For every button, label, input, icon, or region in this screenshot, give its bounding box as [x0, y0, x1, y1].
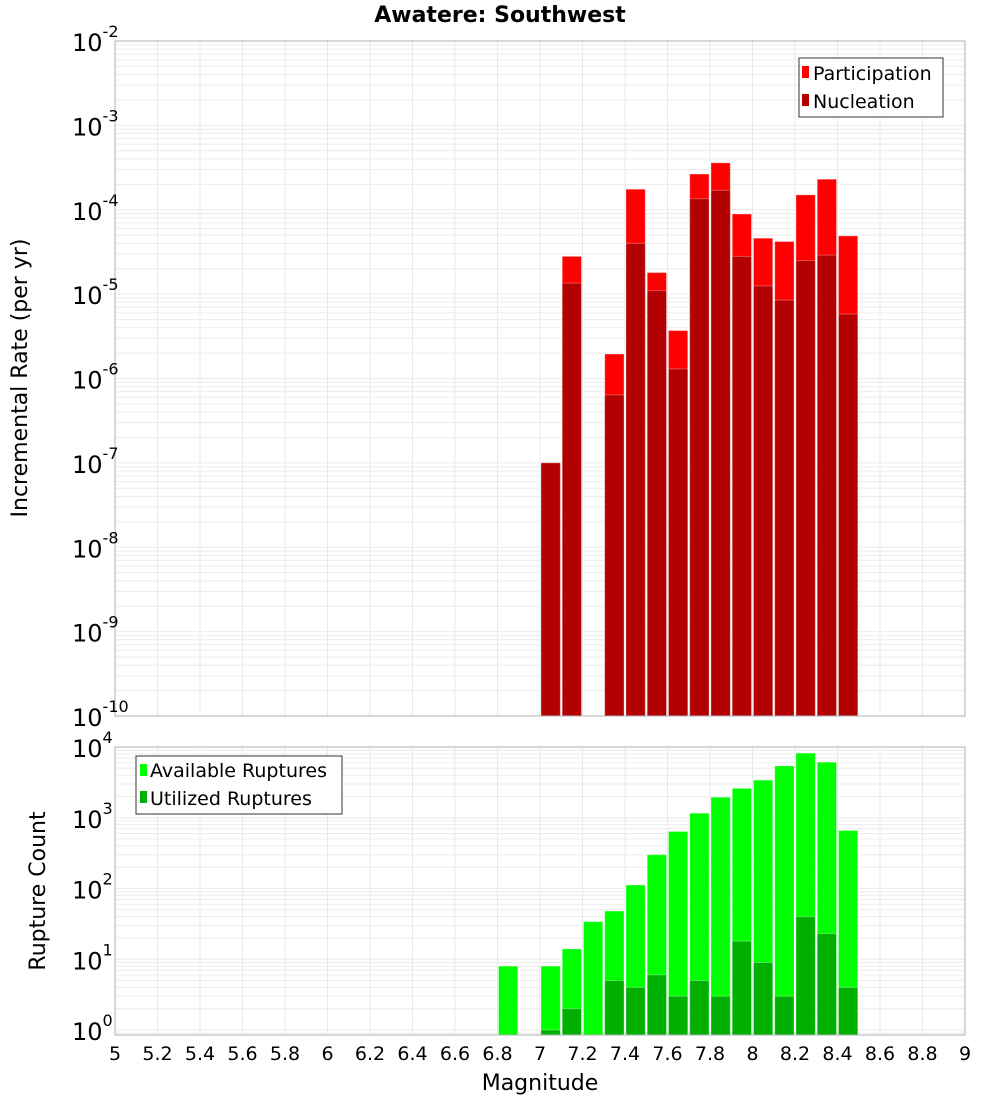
x-tick-label: 5.2 [142, 1043, 172, 1065]
bottom-bar-utilized-ruptures [753, 961, 774, 1036]
legend-label-participation: Participation [813, 63, 932, 85]
top-bar-nucleation [540, 462, 561, 717]
bottom-bar-utilized-ruptures [795, 916, 816, 1036]
top-bar-nucleation [689, 198, 710, 717]
top-bar-nucleation [625, 242, 646, 717]
top-bar-nucleation [561, 282, 582, 717]
bottom-bar-utilized-ruptures [604, 980, 625, 1036]
top-y-tick-label: 10-9 [72, 613, 119, 648]
bottom-bar-utilized-ruptures [710, 995, 731, 1036]
bottom-bar-utilized-ruptures [646, 974, 667, 1036]
legend-swatch-participation [802, 66, 809, 78]
legend-label-utilized: Utilized Ruptures [150, 788, 312, 810]
top-y-tick-label: 10-6 [72, 360, 119, 395]
top-y-axis-label: Incremental Rate (per yr) [8, 239, 33, 518]
x-tick-label: 8.6 [865, 1043, 895, 1065]
x-tick-label: 6.4 [397, 1043, 427, 1065]
legend-swatch-utilized [140, 791, 147, 803]
bottom-bar-utilized-ruptures [689, 980, 710, 1036]
top-bar-nucleation [816, 254, 837, 717]
bottom-y-tick-label: 102 [72, 870, 113, 905]
bottom-bar-utilized-ruptures [668, 995, 689, 1036]
bottom-bar-utilized-ruptures [838, 986, 859, 1036]
top-y-tick-label: 10-4 [72, 191, 119, 226]
bottom-bar-utilized-ruptures [774, 995, 795, 1036]
x-tick-label: 8.2 [780, 1043, 810, 1065]
bottom-y-axis-label: Rupture Count [26, 811, 51, 971]
x-tick-label: 8.8 [907, 1043, 937, 1065]
top-legend: Participation Nucleation [798, 57, 944, 118]
bottom-y-tick-label: 100 [72, 1011, 113, 1046]
x-tick-label: 7.8 [695, 1043, 725, 1065]
bottom-y-tick-label: 103 [72, 799, 113, 834]
bottom-bar-utilized-ruptures [540, 1029, 561, 1036]
top-bar-nucleation [710, 189, 731, 717]
x-ticks: 5 5.2 5.4 5.6 5.8 6 6.2 6.4 6.6 6.8 7 7.2 7.4 7.6 7.8 8… [109, 1043, 971, 1065]
top-bar-nucleation [774, 299, 795, 717]
bottom-bar-available-ruptures [540, 965, 561, 1036]
x-tick-label: 7.2 [567, 1043, 597, 1065]
bottom-plot-frame [114, 746, 966, 1036]
bottom-y-tick-label: 101 [72, 940, 113, 975]
bottom-bar-utilized-ruptures [731, 940, 752, 1036]
top-bar-nucleation [753, 285, 774, 717]
top-y-tick-label: 10-5 [72, 275, 119, 310]
x-tick-label: 5 [109, 1043, 121, 1065]
top-y-tick-label: 10-10 [72, 697, 129, 732]
x-tick-label: 6.8 [482, 1043, 512, 1065]
x-tick-label: 8 [746, 1043, 758, 1065]
bottom-bar-available-ruptures [583, 921, 604, 1036]
x-axis-label: Magnitude [482, 1071, 599, 1096]
top-plot-bars [540, 162, 859, 717]
x-tick-label: 5.6 [227, 1043, 257, 1065]
top-bar-nucleation [646, 290, 667, 717]
bottom-y-tick-label: 104 [72, 728, 113, 763]
top-plot-grid [115, 41, 966, 717]
bottom-y-ticks: 104 103 102 101 100 [72, 728, 113, 1046]
legend-label-nucleation: Nucleation [813, 91, 915, 113]
top-bar-nucleation [731, 255, 752, 717]
top-plot-frame [114, 40, 966, 717]
top-bar-nucleation [838, 313, 859, 717]
top-y-tick-label: 10-7 [72, 444, 119, 479]
top-y-tick-label: 10-2 [72, 22, 119, 57]
top-bar-nucleation [604, 394, 625, 717]
x-tick-label: 8.4 [822, 1043, 852, 1065]
x-tick-label: 7 [534, 1043, 546, 1065]
x-tick-label: 7.4 [610, 1043, 640, 1065]
top-y-ticks: 10-2 10-3 10-4 10-5 10-6 10-7 10-8 10-9 10-10 [72, 22, 129, 732]
x-tick-label: 5.4 [185, 1043, 215, 1065]
chart-title: Awatere: Southwest [374, 3, 626, 28]
top-bar-nucleation [795, 260, 816, 717]
top-y-tick-label: 10-8 [72, 528, 119, 563]
x-tick-label: 6 [321, 1043, 333, 1065]
legend-swatch-nucleation [802, 94, 809, 106]
x-tick-label: 6.6 [440, 1043, 470, 1065]
bottom-bar-available-ruptures [498, 965, 519, 1036]
x-tick-label: 7.6 [652, 1043, 682, 1065]
x-tick-label: 5.8 [270, 1043, 300, 1065]
bottom-bar-utilized-ruptures [625, 986, 646, 1036]
x-tick-label: 9 [959, 1043, 971, 1065]
top-bar-nucleation [668, 368, 689, 717]
top-y-tick-label: 10-3 [72, 106, 119, 141]
x-tick-label: 6.2 [355, 1043, 385, 1065]
legend-label-available: Available Ruptures [150, 760, 327, 782]
bottom-plot-bars [498, 752, 859, 1036]
bottom-bar-utilized-ruptures [816, 933, 837, 1036]
bottom-legend: Available Ruptures Utilized Ruptures [135, 755, 343, 815]
legend-swatch-available [140, 764, 147, 776]
bottom-bar-utilized-ruptures [561, 1008, 582, 1036]
bottom-bar-available-ruptures [774, 765, 795, 1036]
